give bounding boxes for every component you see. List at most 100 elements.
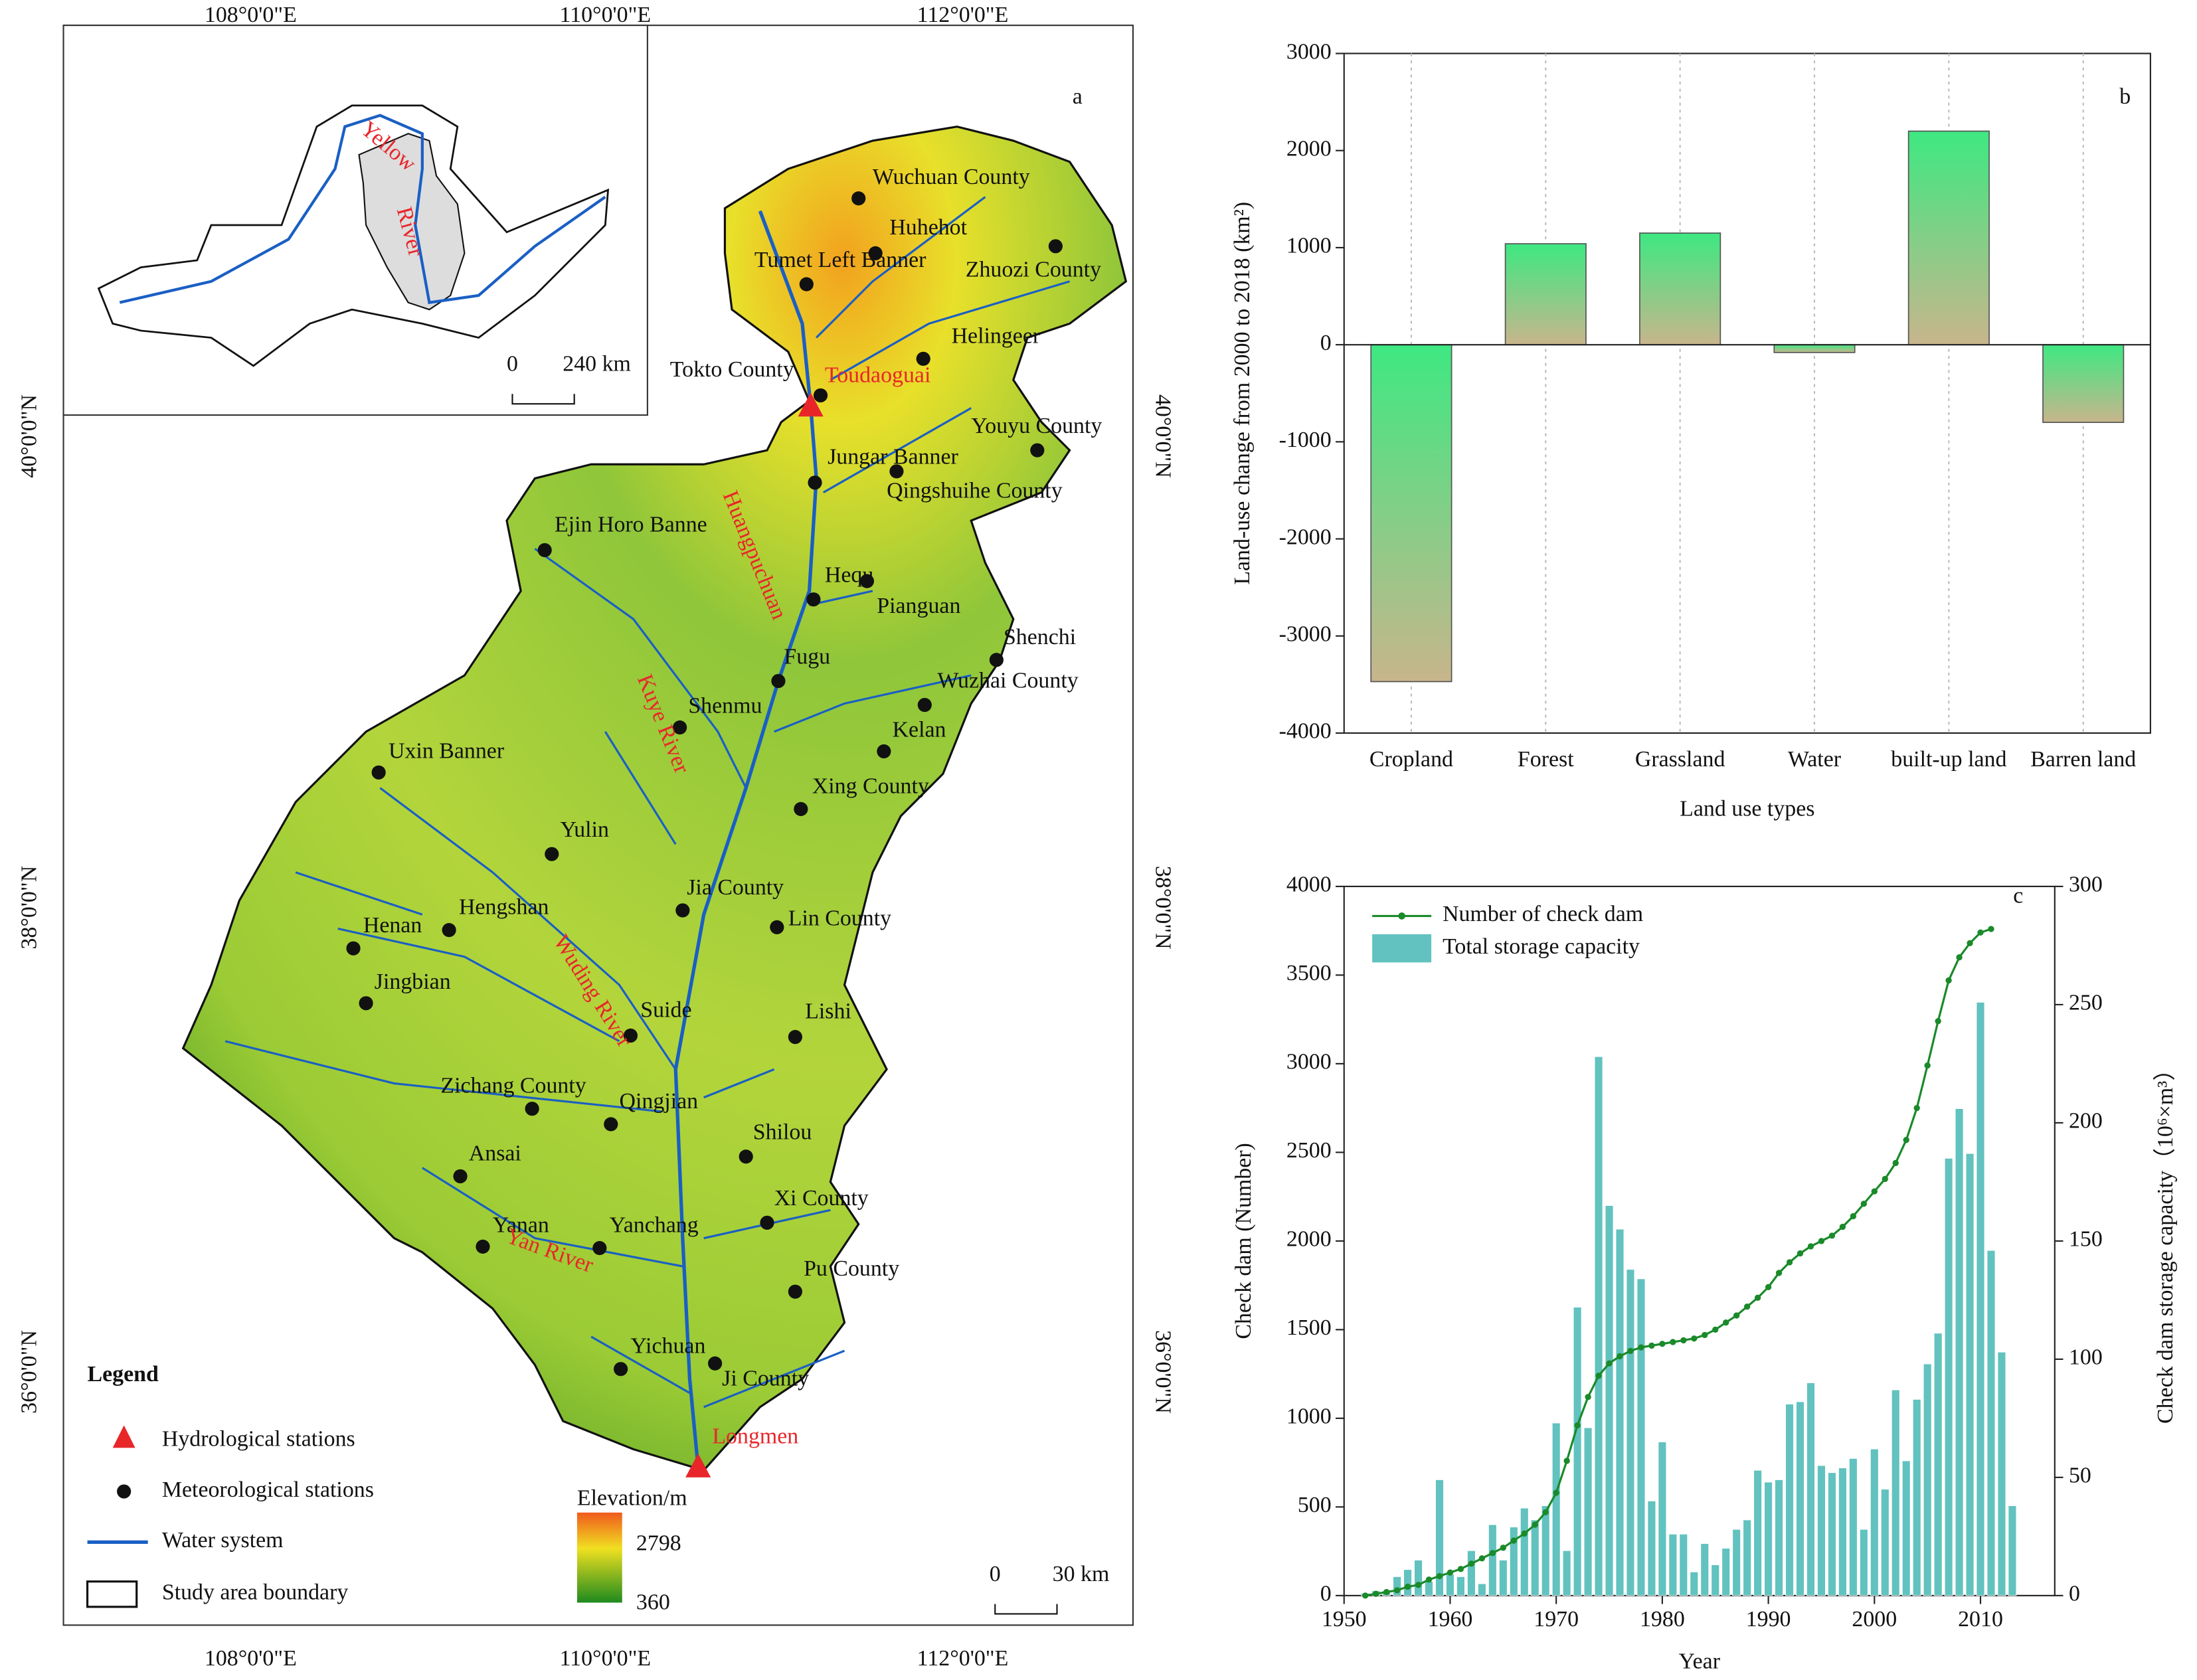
bar	[1541, 1505, 1550, 1596]
bar	[1773, 344, 1856, 353]
line-point	[1373, 1590, 1379, 1597]
bar	[1488, 1524, 1497, 1596]
met-station	[453, 1169, 468, 1184]
line-point	[1786, 1259, 1793, 1266]
y-tick-label: 1000	[1286, 1404, 1332, 1429]
line-point	[1595, 1373, 1602, 1379]
lat-label: 38°0'0"N	[1151, 866, 1176, 950]
station-label: Shenmu	[688, 694, 762, 718]
bar	[2042, 344, 2125, 423]
bar	[1806, 1383, 1815, 1596]
line-point	[1967, 940, 1973, 947]
bar	[1870, 1448, 1879, 1596]
met-station	[851, 191, 866, 206]
line-point	[1415, 1582, 1422, 1588]
y-tick-label: 0	[1320, 1582, 1332, 1606]
y-axis-label: Check dam (Number)	[1231, 1143, 1256, 1339]
station-label: Tokto County	[670, 357, 794, 382]
met-station	[537, 543, 552, 558]
met-station	[989, 653, 1004, 667]
met-station	[623, 1028, 638, 1043]
bar	[1838, 1468, 1847, 1596]
met-station	[806, 592, 821, 607]
met-station	[916, 351, 930, 366]
line-point	[1807, 1243, 1814, 1250]
bar	[1711, 1564, 1720, 1596]
bar	[1753, 1470, 1763, 1596]
line-point	[1924, 1062, 1931, 1069]
bar	[1393, 1576, 1402, 1596]
y-tick-label: 2000	[1286, 137, 1332, 161]
bar	[1944, 1157, 1953, 1596]
line-point	[1988, 926, 1994, 932]
x-tick-label: Forest	[1518, 747, 1574, 772]
bar	[1466, 1550, 1476, 1596]
line-point	[1563, 1458, 1570, 1464]
line-point	[1903, 1137, 1909, 1143]
y-tick-label: 2500	[1286, 1138, 1332, 1163]
met-station	[799, 277, 814, 292]
met-station	[592, 1240, 607, 1256]
station-label: Qingshuihe County	[887, 478, 1063, 503]
line-point	[1818, 1238, 1825, 1244]
legend-boundary-symbol	[86, 1580, 138, 1608]
station-label: Kelan	[893, 718, 946, 742]
bar	[1446, 1574, 1454, 1596]
line-point	[1956, 954, 1963, 961]
station-label: Shenchi	[1004, 625, 1076, 649]
met-station	[614, 1362, 628, 1377]
bar	[1764, 1481, 1773, 1596]
scale-label: 0	[990, 1562, 1001, 1586]
met-station	[917, 697, 932, 713]
bar	[1817, 1465, 1826, 1596]
line-point	[1670, 1339, 1676, 1345]
bar	[1743, 1519, 1752, 1596]
station-label: Helingeer	[952, 323, 1041, 348]
hydro-station	[685, 1453, 711, 1477]
line-point	[1489, 1550, 1496, 1556]
station-label: Xi County	[774, 1186, 869, 1211]
station-label: Pu County	[804, 1256, 899, 1281]
legend-point	[1398, 912, 1405, 920]
legend-label: Number of check dam	[1443, 902, 1643, 926]
station-label: Xing County	[812, 774, 929, 798]
line-point	[1617, 1353, 1623, 1360]
bar	[1976, 1001, 1985, 1596]
line-point	[1743, 1303, 1751, 1310]
bar	[1690, 1571, 1699, 1596]
y2-tick-label: 200	[2069, 1109, 2103, 1134]
station-label: Jia County	[687, 875, 784, 900]
line-point	[1691, 1335, 1698, 1342]
x-tick-label: Cropland	[1369, 747, 1453, 772]
met-station	[673, 720, 687, 735]
line-point	[1797, 1250, 1804, 1257]
panel-label: a	[1073, 84, 1083, 109]
line-point	[1945, 977, 1952, 984]
legend-met-symbol	[117, 1484, 132, 1499]
y-tick-label: 3000	[1286, 1050, 1332, 1074]
met-station	[346, 941, 361, 956]
station-label: Yanchang	[610, 1213, 699, 1237]
bar	[1425, 1581, 1433, 1596]
y-tick-label: 1500	[1286, 1315, 1332, 1340]
bar	[1732, 1529, 1741, 1596]
bar	[1658, 1442, 1667, 1596]
y2-tick-label: 300	[2069, 873, 2103, 897]
line-point	[1500, 1545, 1506, 1551]
bar	[1530, 1519, 1539, 1596]
lon-label: 110°0'0"E	[559, 1646, 651, 1671]
y-tick-label: -4000	[1279, 719, 1332, 744]
line-point	[1553, 1489, 1559, 1496]
y-tick-label: -2000	[1279, 525, 1332, 549]
line-point	[1425, 1576, 1433, 1583]
station-label: Yichuan	[630, 1334, 705, 1359]
y2-tick-label: 50	[2069, 1464, 2091, 1488]
bar	[1721, 1548, 1731, 1596]
line-point	[1574, 1422, 1581, 1429]
bar	[1965, 1153, 1975, 1596]
station-label: Lin County	[788, 906, 891, 931]
bar	[1891, 1389, 1900, 1596]
bar	[1636, 1278, 1646, 1596]
legend-label: Study area boundary	[162, 1580, 349, 1605]
bar	[1403, 1569, 1412, 1596]
